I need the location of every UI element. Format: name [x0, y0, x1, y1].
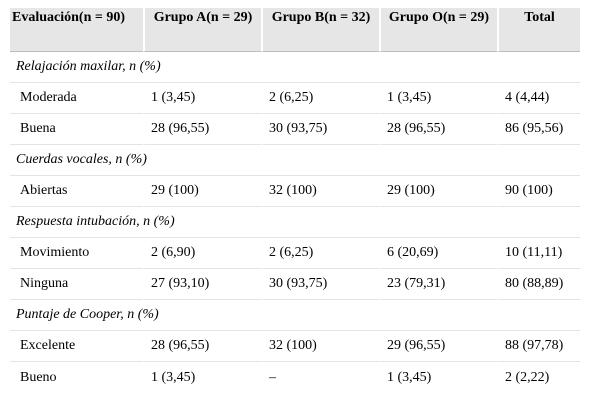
table-body: Relajación maxilar, n (%) Moderada 1 (3,…: [10, 52, 580, 393]
cell-grupo-a: 2 (6,90): [143, 238, 261, 269]
table-row: Movimiento 2 (6,90) 2 (6,25) 6 (20,69) 1…: [10, 238, 580, 269]
section-row: Cuerdas vocales, n (%): [10, 145, 580, 176]
table-row: Moderada 1 (3,45) 2 (6,25) 1 (3,45) 4 (4…: [10, 83, 580, 114]
cell-grupo-o: 1 (3,45): [379, 83, 497, 114]
header-grupo-b: Grupo B(n = 32): [261, 8, 379, 52]
table-header: Evaluación(n = 90) Grupo A(n = 29) Grupo…: [10, 8, 580, 52]
cell-total: 4 (4,44): [497, 83, 580, 114]
cell-grupo-o: 23 (79,31): [379, 269, 497, 300]
section-title-respuesta: Respuesta intubación, n (%): [10, 207, 580, 238]
cell-grupo-a: 28 (96,55): [143, 114, 261, 145]
header-evaluacion: Evaluación(n = 90): [10, 8, 143, 52]
cell-grupo-b: 2 (6,25): [261, 83, 379, 114]
cell-grupo-o: 29 (100): [379, 176, 497, 207]
row-label: Excelente: [10, 331, 143, 362]
header-grupo-a: Grupo A(n = 29): [143, 8, 261, 52]
cell-total: 2 (2,22): [497, 362, 580, 393]
cell-grupo-a: 1 (3,45): [143, 362, 261, 393]
cell-grupo-b: 30 (93,75): [261, 269, 379, 300]
row-label: Buena: [10, 114, 143, 145]
cell-total: 80 (88,89): [497, 269, 580, 300]
table-row: Abiertas 29 (100) 32 (100) 29 (100) 90 (…: [10, 176, 580, 207]
cell-grupo-b: 32 (100): [261, 176, 379, 207]
table-row: Excelente 28 (96,55) 32 (100) 29 (96,55)…: [10, 331, 580, 362]
cell-grupo-a: 27 (93,10): [143, 269, 261, 300]
cell-total: 90 (100): [497, 176, 580, 207]
header-total: Total: [497, 8, 580, 52]
section-title-cooper: Puntaje de Cooper, n (%): [10, 300, 580, 331]
row-label: Moderada: [10, 83, 143, 114]
cell-grupo-a: 29 (100): [143, 176, 261, 207]
cell-grupo-b: 32 (100): [261, 331, 379, 362]
cell-total: 86 (95,56): [497, 114, 580, 145]
table-row: Ninguna 27 (93,10) 30 (93,75) 23 (79,31)…: [10, 269, 580, 300]
results-table: Evaluación(n = 90) Grupo A(n = 29) Grupo…: [10, 8, 580, 393]
cell-grupo-o: 1 (3,45): [379, 362, 497, 393]
section-title-relajacion: Relajación maxilar, n (%): [10, 52, 580, 83]
row-label: Abiertas: [10, 176, 143, 207]
cell-grupo-b: 30 (93,75): [261, 114, 379, 145]
row-label: Movimiento: [10, 238, 143, 269]
section-row: Respuesta intubación, n (%): [10, 207, 580, 238]
cell-grupo-o: 29 (96,55): [379, 331, 497, 362]
cell-grupo-o: 6 (20,69): [379, 238, 497, 269]
section-title-cuerdas: Cuerdas vocales, n (%): [10, 145, 580, 176]
cell-total: 88 (97,78): [497, 331, 580, 362]
cell-grupo-a: 1 (3,45): [143, 83, 261, 114]
section-row: Relajación maxilar, n (%): [10, 52, 580, 83]
header-row: Evaluación(n = 90) Grupo A(n = 29) Grupo…: [10, 8, 580, 52]
row-label: Bueno: [20, 369, 57, 385]
section-row: Puntaje de Cooper, n (%): [10, 300, 580, 331]
cell-grupo-b: –: [261, 362, 379, 393]
cell-grupo-a: 28 (96,55): [143, 331, 261, 362]
cell-grupo-o: 28 (96,55): [379, 114, 497, 145]
header-grupo-o: Grupo O(n = 29): [379, 8, 497, 52]
table-row: Buena 28 (96,55) 30 (93,75) 28 (96,55) 8…: [10, 114, 580, 145]
table-row: Bueno 1 (3,45) – 1 (3,45) 2 (2,22): [10, 362, 580, 393]
cell-total: 10 (11,11): [497, 238, 580, 269]
cell-grupo-b: 2 (6,25): [261, 238, 379, 269]
row-label: Ninguna: [10, 269, 143, 300]
